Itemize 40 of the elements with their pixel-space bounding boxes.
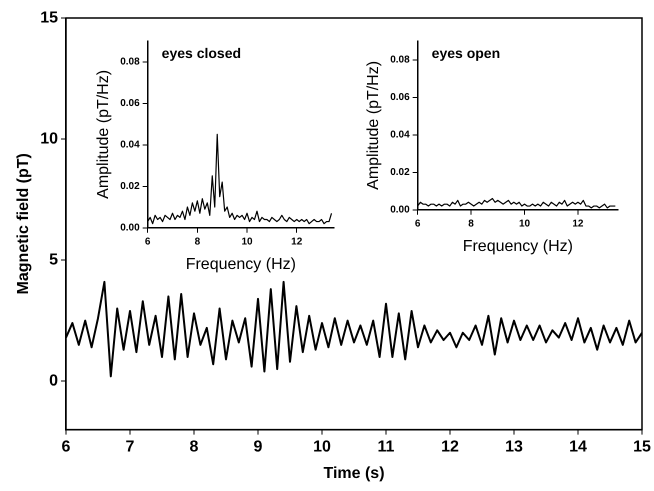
y-tick-label: 0.04 (390, 130, 410, 141)
x-tick-label: 13 (505, 438, 523, 456)
x-tick-label: 7 (126, 438, 135, 456)
y-tick-label: 0.06 (390, 92, 410, 104)
y-tick-label: 15 (40, 9, 58, 26)
x-tick-label: 8 (194, 236, 201, 248)
x-axis-title: Time (s) (323, 464, 385, 482)
y-tick-label: 0 (49, 372, 58, 390)
x-axis-title: Frequency (Hz) (462, 238, 573, 255)
y-tick-label: 0.08 (390, 54, 410, 66)
x-tick-label: 6 (414, 218, 421, 230)
x-tick-label: 9 (254, 438, 263, 456)
y-tick-label: 0.02 (390, 167, 410, 178)
x-axis-title: Frequency (Hz) (186, 256, 296, 273)
x-tick-label: 10 (313, 438, 331, 456)
x-tick-label: 12 (441, 438, 459, 456)
x-tick-label: 10 (241, 236, 254, 248)
x-tick-label: 12 (291, 236, 303, 248)
y-axis-title: Magnetic field (pT) (15, 153, 32, 294)
x-tick-label: 14 (569, 438, 587, 456)
x-tick-label: 6 (144, 236, 151, 248)
x-tick-label: 8 (468, 218, 474, 230)
x-tick-label: 12 (572, 218, 584, 230)
y-tick-label: 0.08 (120, 56, 140, 68)
x-tick-label: 10 (518, 218, 531, 230)
y-tick-label: 0.04 (120, 140, 140, 151)
x-tick-label: 15 (633, 438, 651, 456)
y-tick-label: 0.00 (120, 222, 140, 234)
y-axis-title: Amplitude (pT/Hz) (95, 70, 112, 199)
annotation: eyes open (432, 44, 500, 61)
y-axis-title: Amplitude (pT/Hz) (365, 60, 382, 190)
x-tick-label: 6 (62, 438, 71, 456)
x-tick-label: 8 (190, 438, 199, 456)
x-tick-label: 11 (378, 438, 395, 456)
y-tick-label: 5 (49, 252, 58, 269)
y-tick-label: 10 (40, 130, 58, 148)
y-tick-label: 0.00 (390, 204, 410, 216)
annotation: eyes closed (162, 44, 242, 61)
y-tick-label: 0.06 (120, 98, 140, 110)
y-tick-label: 0.02 (120, 181, 140, 192)
